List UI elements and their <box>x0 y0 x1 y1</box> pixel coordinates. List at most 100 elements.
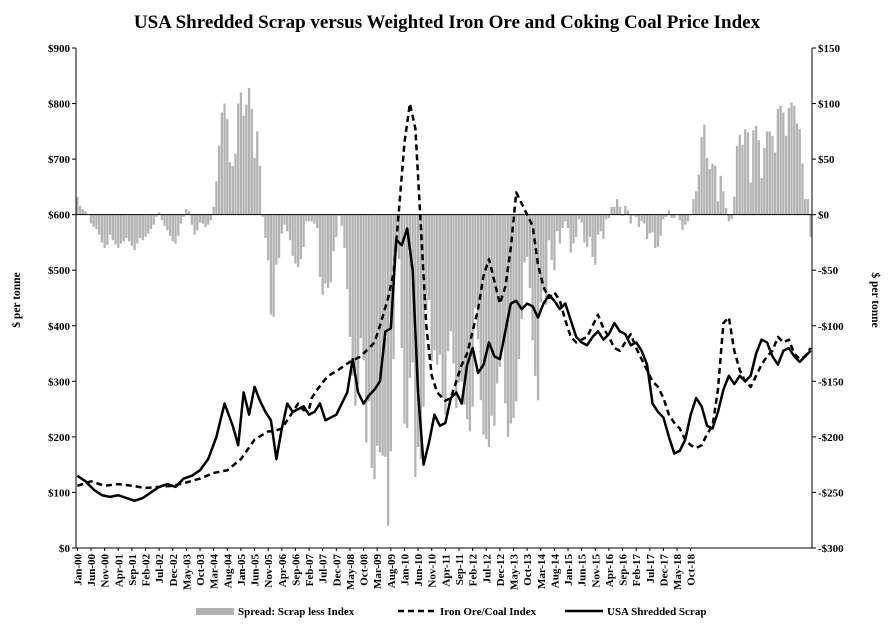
spread-bar <box>798 129 801 215</box>
spread-bar <box>267 214 270 261</box>
chart-title: USA Shredded Scrap versus Weighted Iron … <box>134 12 761 33</box>
right-tick-label: -$50 <box>818 265 839 277</box>
spread-bar <box>138 214 142 238</box>
spread-bar <box>716 201 720 215</box>
spread-bar <box>651 214 654 233</box>
spread-bar <box>591 214 594 257</box>
spread-bar <box>171 214 174 242</box>
x-tick-label: Apr-16 <box>604 554 616 588</box>
spread-bar <box>741 144 744 215</box>
spread-bar <box>790 102 793 215</box>
spread-bar <box>163 214 166 226</box>
x-tick-label: Jul-07 <box>318 554 330 584</box>
spread-bar <box>89 214 93 224</box>
spread-bar <box>526 214 529 257</box>
x-tick-label: May-13 <box>509 554 521 591</box>
spread-bar <box>774 152 777 215</box>
right-tick-label: $150 <box>818 43 841 55</box>
spread-bar <box>348 214 352 337</box>
right-axis-title: $ per tonne <box>869 272 882 327</box>
spread-bar <box>765 131 769 215</box>
spread-bar <box>618 206 621 215</box>
spread-bar <box>228 162 232 215</box>
spread-bar <box>253 158 256 215</box>
x-tick-label: Jul-17 <box>645 554 657 584</box>
spread-bar <box>463 214 466 405</box>
spread-bar <box>793 105 796 215</box>
spread-bar <box>149 214 153 230</box>
spread-bar <box>362 214 365 361</box>
spread-bar <box>381 214 384 456</box>
spread-bar <box>425 214 428 310</box>
x-tick-label: Sep-01 <box>127 554 139 586</box>
right-tick-label: -$250 <box>818 487 844 499</box>
x-tick-label: May-03 <box>181 554 193 591</box>
spread-bar <box>433 214 436 351</box>
spread-bar <box>566 214 570 228</box>
spread-bar <box>329 214 333 283</box>
spread-bar <box>207 214 210 225</box>
x-tick-label: Aug-14 <box>549 554 561 589</box>
spread-bar <box>735 145 739 215</box>
spread-bar <box>624 205 627 215</box>
x-tick-label: Oct-18 <box>686 554 698 586</box>
spread-bar <box>629 214 632 224</box>
spread-bar <box>553 214 556 271</box>
spread-bar <box>449 214 452 332</box>
spread-bar <box>419 214 422 460</box>
spread-bar <box>468 214 472 432</box>
legend-label-index: Iron Ore/Coal Index <box>440 606 537 618</box>
spread-bar <box>316 214 319 228</box>
spread-bar <box>436 214 439 365</box>
spread-bar <box>367 214 371 402</box>
spread-bar <box>602 214 605 240</box>
spread-bar <box>408 214 412 378</box>
spread-bar <box>659 214 662 236</box>
x-tick-label: Dec-07 <box>331 554 343 587</box>
spread-bar <box>760 178 763 215</box>
left-tick-label: $900 <box>48 43 71 55</box>
spread-bar <box>256 131 259 215</box>
spread-bar <box>517 214 521 360</box>
spread-bar <box>700 136 703 215</box>
axes <box>75 48 813 549</box>
spread-bar <box>291 214 294 256</box>
spread-bar <box>125 214 128 238</box>
spread-bar <box>806 199 810 215</box>
spread-bar <box>452 214 455 364</box>
left-tick-label: $0 <box>59 543 71 555</box>
spread-bar <box>648 214 651 234</box>
spread-bar <box>119 214 123 244</box>
spread-bar <box>585 214 589 247</box>
spread-bar <box>771 135 774 215</box>
x-tick-label: Oct-03 <box>195 554 207 586</box>
spread-bar <box>749 182 752 215</box>
spread-bar <box>763 148 766 215</box>
spread-bar <box>564 214 567 222</box>
spread-bar <box>446 214 450 352</box>
spread-bar <box>234 153 237 215</box>
x-tick-label: Jun-00 <box>86 554 98 587</box>
x-tick-label: Apr-01 <box>113 554 125 587</box>
spread-bar <box>354 214 357 406</box>
x-tick-label: Dec-02 <box>168 554 180 587</box>
left-tick-label: $100 <box>48 487 71 499</box>
spread-bar <box>714 165 717 215</box>
x-tick-label: Jan-15 <box>563 554 575 586</box>
spread-bar <box>583 214 586 243</box>
spread-bar <box>474 214 477 308</box>
spread-bar <box>160 214 164 221</box>
x-tick-label: Mar-04 <box>209 554 221 590</box>
spread-bar <box>678 214 681 221</box>
legend: Spread: Scrap less Index Iron Ore/Coal I… <box>196 606 706 618</box>
spread-bar <box>801 163 804 215</box>
spread-bar <box>376 214 379 446</box>
spread-bar <box>351 214 354 376</box>
spread-bar <box>809 214 812 237</box>
spread-bar <box>152 214 155 225</box>
spread-bar <box>185 209 188 215</box>
right-tick-label: $50 <box>818 154 835 166</box>
spread-bar <box>403 214 406 424</box>
spread-bar <box>321 214 324 295</box>
spread-bar <box>283 214 286 225</box>
